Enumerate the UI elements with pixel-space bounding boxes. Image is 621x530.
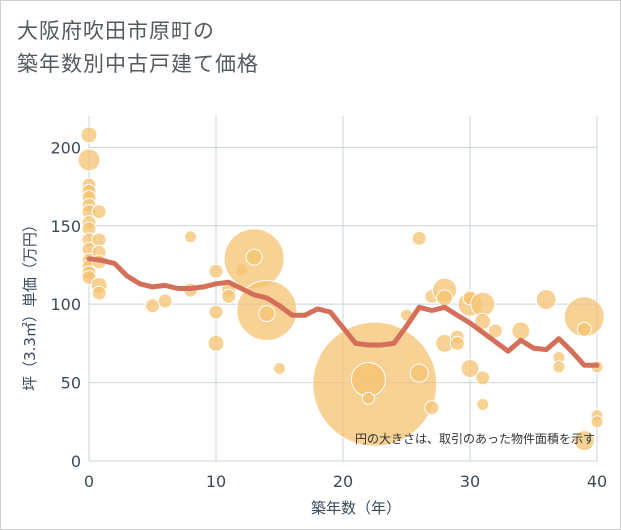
bubble-point xyxy=(511,321,531,341)
x-axis-title: 築年数（年） xyxy=(311,499,401,517)
bubble-point xyxy=(361,391,375,405)
bubble-point xyxy=(91,204,107,220)
y-tick-label: 50 xyxy=(61,374,81,393)
chart-title-line-2: 築年数別中古戸建て価格 xyxy=(17,52,259,76)
y-tick-label: 100 xyxy=(50,295,81,314)
x-axis-ticks: 0 10 20 30 40 xyxy=(84,472,607,491)
bubble-point xyxy=(245,248,263,266)
bubble-point xyxy=(487,323,503,339)
bubble-point xyxy=(535,288,557,310)
y-tick-label: 0 xyxy=(71,452,81,471)
bubble-point xyxy=(475,370,491,386)
bubble-point xyxy=(207,334,225,352)
bubble-point xyxy=(573,430,595,452)
bubble-point xyxy=(470,291,496,317)
bubble-point xyxy=(552,360,566,374)
bubble-point xyxy=(449,335,465,351)
bubble-point xyxy=(208,304,224,320)
bubble-point xyxy=(350,361,386,397)
average-price-line xyxy=(86,256,600,368)
bubble-point xyxy=(409,363,429,383)
y-tick-label: 200 xyxy=(50,138,81,157)
bubble-point xyxy=(91,285,107,301)
bubble-point xyxy=(184,230,198,244)
bubble-point xyxy=(590,415,604,429)
bubble-point xyxy=(476,398,490,412)
bubble-point xyxy=(145,298,160,314)
bubble-point xyxy=(221,288,237,304)
y-axis-title: 坪（3.3㎡）単価（万円） xyxy=(21,217,39,391)
bubble-point xyxy=(576,321,592,337)
bubble-point xyxy=(208,263,224,279)
x-tick-label: 0 xyxy=(84,472,94,491)
chart-title-line-1: 大阪府吹田市原町の xyxy=(17,19,215,43)
y-axis-ticks: 0 50 100 150 200 xyxy=(50,138,81,471)
bubble-point xyxy=(460,358,480,378)
bubble-point xyxy=(80,126,98,144)
x-tick-label: 40 xyxy=(587,472,607,491)
bubble-point xyxy=(411,230,427,246)
y-tick-label: 150 xyxy=(50,217,81,236)
bubble-point xyxy=(424,400,440,416)
x-tick-label: 30 xyxy=(460,472,480,491)
chart-title: 大阪府吹田市原町の 築年数別中古戸建て価格 xyxy=(17,15,259,81)
x-tick-label: 10 xyxy=(206,472,226,491)
bubble-point xyxy=(91,232,107,248)
bubble-point xyxy=(436,289,454,307)
bubble-point xyxy=(258,305,276,323)
x-tick-label: 20 xyxy=(333,472,353,491)
bubble-point xyxy=(77,148,101,172)
bubble-point xyxy=(157,293,173,309)
bubble-size-note: 円の大きさは、取引のあった物件面積を示す xyxy=(355,431,595,446)
bubble-point xyxy=(273,361,286,375)
